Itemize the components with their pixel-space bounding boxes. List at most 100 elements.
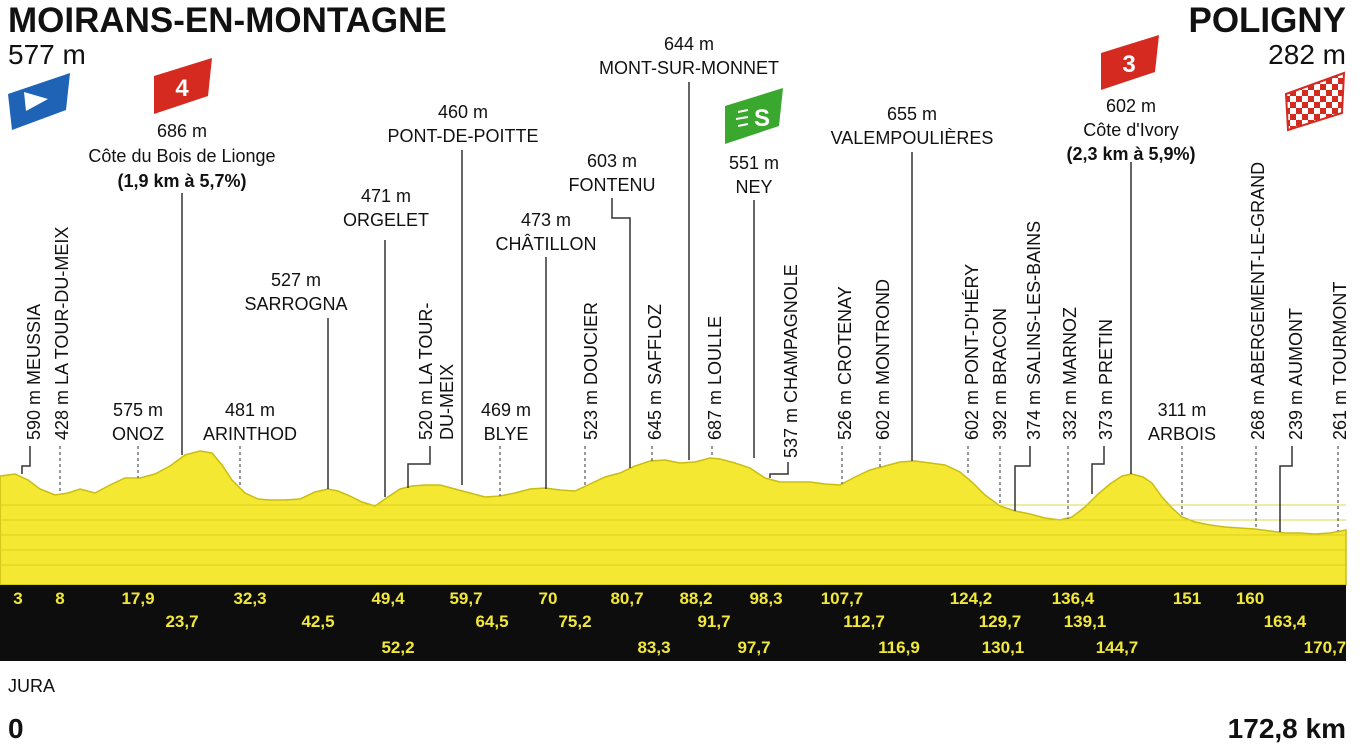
vertical-place-label: 602 m PONT-D'HÉRY [962,264,982,440]
finish-altitude: 282 m [1268,39,1346,70]
km-marker: 42,5 [301,612,334,631]
vertical-place-label: 520 m LA TOUR- [416,303,436,440]
climb-detail: (1,9 km à 5,7%) [117,171,246,191]
climb-name: Côte d'Ivory [1083,120,1178,140]
km-marker: 59,7 [449,589,482,608]
leader-lines [21,82,1293,532]
region-label: JURA [8,676,55,696]
sprint-icon: S [725,88,783,144]
start-flag-icon [8,73,70,130]
km-marker: 160 [1236,589,1264,608]
km-marker: 70 [539,589,558,608]
km-marker: 130,1 [982,638,1025,657]
vertical-place-labels: 590 m MEUSSIA 428 m LA TOUR-DU-MEIX 520 … [24,162,1350,458]
distance-total-label: 172,8 km [1228,713,1346,744]
climb-category-4-icon: 4 [154,58,212,114]
start-altitude: 577 m [8,39,86,70]
vertical-place-label: 590 m MEUSSIA [24,304,44,440]
place-name: ARBOIS [1148,424,1216,444]
vertical-place-label: 374 m SALINS-LES-BAINS [1024,221,1044,440]
vertical-place-label: DU-MEIX [437,364,457,440]
place-altitude: 460 m [438,102,488,122]
vertical-place-label: 523 m DOUCIER [581,302,601,440]
vertical-place-label: 392 m BRACON [990,308,1010,440]
vertical-place-label: 428 m LA TOUR-DU-MEIX [52,227,72,440]
place-name: ARINTHOD [203,424,297,444]
sprint-town-name: NEY [735,177,772,197]
vertical-place-label: 261 m TOURMONT [1330,282,1350,440]
km-marker: 136,4 [1052,589,1095,608]
vertical-place-label: 239 m AUMONT [1286,308,1306,440]
vertical-place-label: 373 m PRETIN [1096,319,1116,440]
km-marker: 112,7 [843,612,885,631]
vertical-place-label: 602 m MONTROND [873,279,893,440]
place-name: CHÂTILLON [495,234,596,254]
km-marker: 129,7 [979,612,1022,631]
place-name: FONTENU [569,175,656,195]
elevation-profile [0,450,1347,586]
km-marker: 17,9 [121,589,154,608]
km-marker: 52,2 [381,638,414,657]
km-marker: 75,2 [558,612,591,631]
place-altitude: 575 m [113,400,163,420]
place-altitude: 471 m [361,186,411,206]
place-name: BLYE [484,424,529,444]
place-altitude: 473 m [521,210,571,230]
km-marker: 3 [13,589,22,608]
profile-grid [0,504,1346,566]
climb-altitude: 686 m [157,121,207,141]
vertical-place-label: 332 m MARNOZ [1060,307,1080,440]
finish-flag-icon [1284,71,1346,132]
climb-altitude: 602 m [1106,96,1156,116]
km-marker: 170,7 [1304,638,1347,657]
km-marker: 32,3 [233,589,266,608]
km-marker: 139,1 [1064,612,1107,631]
place-altitude: 469 m [481,400,531,420]
place-name: VALEMPOULIÈRES [831,128,994,148]
vertical-place-label: 537 m CHAMPAGNOLE [781,264,801,458]
km-marker: 91,7 [697,612,730,631]
km-marker: 64,5 [475,612,508,631]
km-marker: 83,3 [637,638,670,657]
km-marker: 88,2 [679,589,712,608]
sprint-badge-label: S [754,105,770,132]
km-marker: 23,7 [165,612,198,631]
place-altitude: 481 m [225,400,275,420]
distance-band [0,585,1346,661]
dashed-markers [59,446,1339,531]
climb-category-label: 3 [1122,51,1135,78]
km-marker: 80,7 [610,589,643,608]
finish-town-name: POLIGNY [1188,1,1346,40]
km-marker: 97,7 [737,638,770,657]
place-name: ONOZ [112,424,164,444]
km-marker: 124,2 [950,589,993,608]
climb-category-3-icon: 3 [1101,35,1159,90]
km-marker: 49,4 [371,589,405,608]
place-name: PONT-DE-POITTE [387,126,538,146]
km-marker: 107,7 [821,589,864,608]
vertical-place-label: 645 m SAFFLOZ [645,304,665,440]
km-marker: 98,3 [749,589,782,608]
distance-start-label: 0 [8,713,24,744]
km-marker: 116,9 [878,638,920,657]
place-altitude: 644 m [664,34,714,54]
start-town-name: MOIRANS-EN-MONTAGNE [8,1,447,40]
place-altitude: 603 m [587,151,637,171]
place-name: SARROGNA [244,294,347,314]
place-name: MONT-SUR-MONNET [599,58,779,78]
sprint-altitude: 551 m [729,153,779,173]
km-marker: 144,7 [1096,638,1139,657]
place-name: ORGELET [343,210,429,230]
climb-name: Côte du Bois de Lionge [88,146,275,166]
vertical-place-label: 526 m CROTENAY [835,286,855,440]
km-marker: 151 [1173,589,1201,608]
place-altitude: 655 m [887,104,937,124]
climb-detail: (2,3 km à 5,9%) [1066,144,1195,164]
km-marker: 8 [55,589,64,608]
km-marker: 163,4 [1264,612,1307,631]
vertical-place-label: 268 m ABERGEMENT-LE-GRAND [1248,162,1268,440]
place-altitude: 311 m [1158,400,1207,420]
km-markers: 3 8 17,9 23,7 32,3 42,5 49,4 52,2 59,7 64,5 7075,2… [13,589,1346,657]
place-altitude: 527 m [271,270,321,290]
climb-category-label: 4 [175,75,189,102]
